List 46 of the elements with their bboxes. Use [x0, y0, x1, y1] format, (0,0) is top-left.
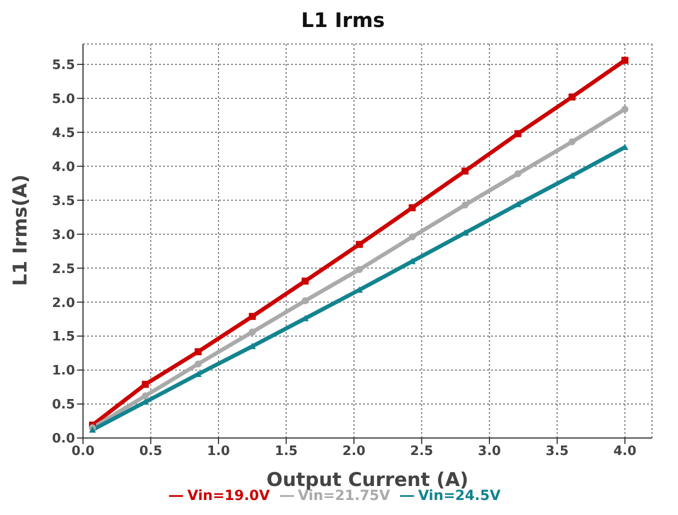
y-tick-label: 1.0	[52, 364, 75, 379]
point	[408, 204, 416, 212]
point	[408, 233, 416, 240]
y-axis-title: L1 Irms(A)	[10, 174, 32, 286]
y-tick-label: 1.5	[52, 330, 75, 345]
point	[248, 328, 256, 336]
y-tick-label: 0.5	[52, 398, 75, 413]
point	[462, 201, 469, 208]
y-tick-label: 4.0	[52, 160, 75, 175]
x-tick-label: 0.5	[139, 444, 162, 460]
point	[302, 278, 309, 285]
point	[194, 360, 202, 368]
x-tick-label: 2.5	[410, 444, 434, 460]
y-tick-label: 3.0	[52, 228, 75, 243]
x-tick-label: 0.0	[71, 444, 95, 460]
y-tick-label: 0.0	[52, 432, 75, 447]
y-tick-label: 5.0	[52, 92, 75, 107]
x-tick-label: 2.0	[342, 444, 366, 460]
point	[356, 266, 363, 274]
x-tick-label: 1.5	[274, 444, 298, 460]
chart-title: L1 Irms	[300, 8, 386, 34]
point	[142, 380, 149, 388]
x-tick-label: 4.0	[613, 444, 636, 460]
point	[194, 348, 202, 356]
y-tick-label: 5.5	[52, 58, 75, 73]
y-tick-label: 2.0	[52, 296, 75, 311]
point	[356, 240, 363, 248]
point	[248, 312, 256, 320]
y-tick-label: 4.5	[52, 126, 75, 141]
x-tick-label: 1.0	[206, 444, 230, 460]
point	[302, 297, 309, 304]
point	[142, 392, 149, 400]
point	[568, 138, 576, 146]
y-tick-label: 2.5	[52, 262, 75, 277]
point	[568, 93, 576, 100]
point	[621, 56, 628, 64]
legend-label: Vin=24.5V	[418, 488, 501, 504]
legend-label: Vin=19.0V	[187, 488, 270, 504]
point	[514, 130, 522, 138]
point	[621, 106, 628, 113]
x-tick-label: 3.0	[478, 444, 501, 460]
y-tick-label: 3.5	[52, 194, 75, 209]
x-tick-label: 3.5	[546, 444, 569, 460]
point	[462, 168, 469, 175]
point	[514, 170, 522, 178]
legend-label: Vin=21.75V	[298, 488, 390, 504]
